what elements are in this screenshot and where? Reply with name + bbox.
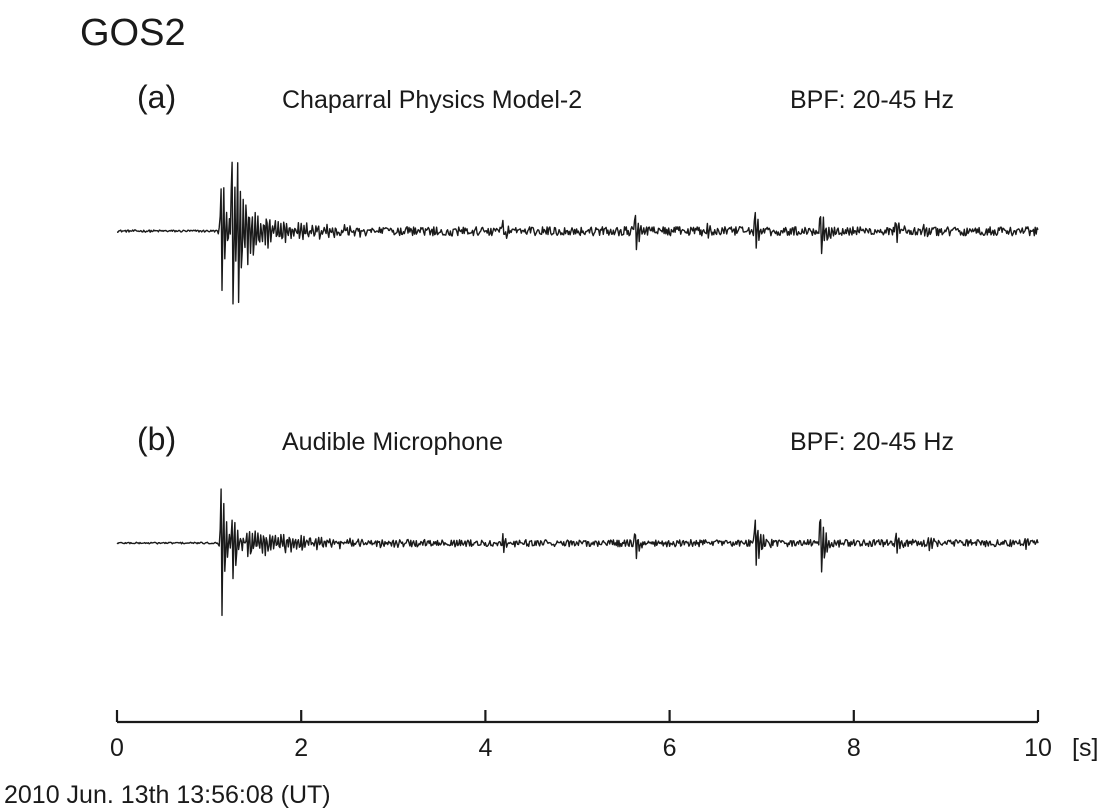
time-axis [115,710,1040,724]
time-unit-label: [s] [1072,734,1098,762]
station-title: GOS2 [80,12,186,54]
x-tick-label: 0 [110,734,124,762]
panel-a-label: (a) [137,79,176,115]
panel-a-sensor: Chaparral Physics Model-2 [282,86,582,114]
panel-a-waveform [117,161,1039,305]
panel-b-waveform [116,488,1039,617]
panel-b-sensor: Audible Microphone [282,428,503,456]
panel-a-filter: BPF: 20-45 Hz [790,86,954,114]
x-tick-label: 4 [478,734,492,762]
panel-a: (a) Chaparral Physics Model-2 BPF: 20-45… [117,79,1039,305]
panel-b-label: (b) [137,421,176,457]
x-tick-label: 2 [294,734,308,762]
x-tick-label: 6 [663,734,677,762]
panel-b-filter: BPF: 20-45 Hz [790,428,954,456]
x-tick-label: 10 [1024,734,1052,762]
panel-b: (b) Audible Microphone BPF: 20-45 Hz [116,421,1039,617]
timestamp: 2010 Jun. 13th 13:56:08 (UT) [4,781,331,809]
x-tick-label: 8 [847,734,861,762]
